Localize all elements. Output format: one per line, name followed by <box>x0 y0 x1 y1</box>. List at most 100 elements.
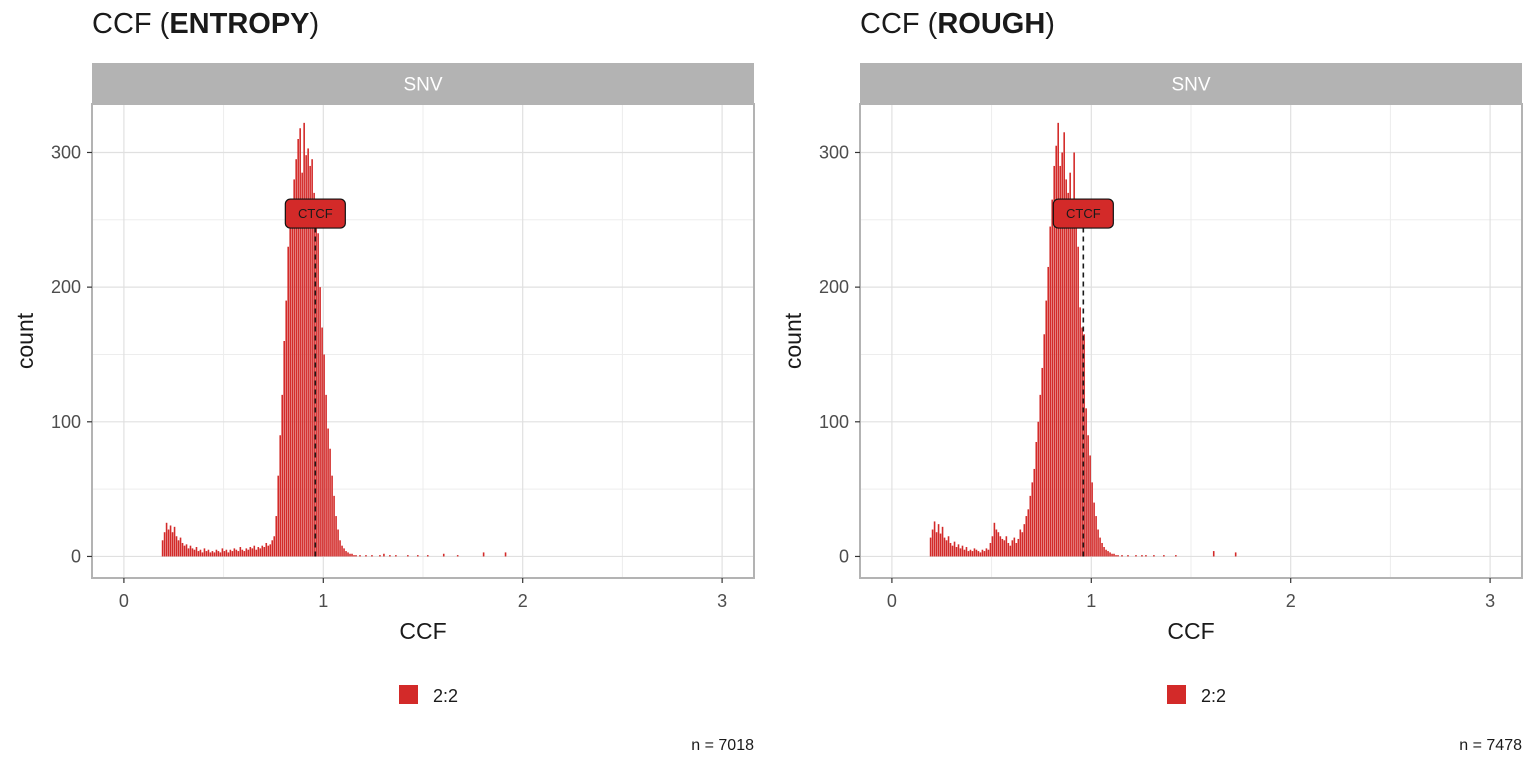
histogram-bar <box>277 475 280 557</box>
histogram-bar <box>1013 537 1016 557</box>
histogram-bar <box>259 548 262 557</box>
histogram-bar <box>327 428 329 557</box>
histogram-bar <box>504 552 507 557</box>
histogram-bar <box>359 555 361 557</box>
histogram-bar <box>971 551 974 557</box>
histogram-bar <box>1153 555 1155 557</box>
histogram-bar <box>1093 502 1095 557</box>
histogram-bar <box>287 246 289 557</box>
y-tick-label: 0 <box>839 546 849 566</box>
histogram-bar <box>321 327 323 557</box>
histogram-bar <box>221 548 224 557</box>
histogram-bar <box>261 545 264 557</box>
histogram-bar <box>203 548 206 557</box>
histogram-bar <box>299 128 301 557</box>
histogram-bar <box>975 549 978 557</box>
histogram-bar <box>1135 555 1137 557</box>
histogram-bar <box>233 548 236 557</box>
histogram-bar <box>1101 542 1103 557</box>
histogram-bar <box>237 551 240 557</box>
histogram-bar <box>241 549 244 557</box>
histogram-bar <box>195 547 198 557</box>
title-prefix: CCF ( <box>92 8 170 40</box>
histogram-bar <box>317 233 319 557</box>
histogram-bar <box>247 549 250 557</box>
histogram-bar <box>291 206 293 557</box>
x-tick-label: 3 <box>1485 591 1495 611</box>
histogram-bar <box>389 555 391 557</box>
histogram-bar <box>1105 549 1107 557</box>
histogram-bar <box>951 545 954 557</box>
annotation-label-box <box>284 198 346 229</box>
histogram-bar <box>1071 206 1073 557</box>
histogram-bar <box>1001 538 1004 557</box>
histogram-bar <box>1234 552 1237 557</box>
histogram-bar <box>407 555 409 557</box>
histogram-bar <box>941 526 944 557</box>
histogram-bar <box>1081 327 1083 557</box>
histogram-bar <box>323 354 325 557</box>
histogram-bar <box>337 529 339 557</box>
histogram-bar <box>231 551 234 557</box>
facet-label: SNV <box>1171 75 1210 96</box>
histogram-bar <box>1007 542 1010 557</box>
histogram-bar <box>967 551 970 557</box>
x-tick-label: 2 <box>518 591 528 611</box>
histogram-bar <box>981 549 984 557</box>
x-tick-label: 1 <box>318 591 328 611</box>
histogram-bar <box>283 341 286 557</box>
histogram-bar <box>973 548 976 557</box>
histogram-bar <box>179 537 182 557</box>
histogram-bar <box>1011 540 1014 557</box>
histogram-bar <box>297 139 299 557</box>
histogram-bar <box>943 537 946 557</box>
histogram-bar <box>1091 482 1093 557</box>
histogram-bar <box>991 536 994 557</box>
y-axis-title: count <box>780 312 806 369</box>
annotation-label-box <box>1052 198 1114 229</box>
histogram-bar <box>961 545 964 557</box>
histogram-bar <box>177 540 180 557</box>
histogram-bar <box>945 540 948 557</box>
panel-border <box>859 103 1523 579</box>
legend-swatch <box>399 685 418 704</box>
histogram-bar <box>167 529 170 557</box>
histogram-bar <box>999 536 1002 557</box>
histogram-bar <box>1051 199 1054 557</box>
histogram-bar <box>355 555 357 557</box>
histogram-entropy: SNV CTCF 0 100 200 300 0 1 2 3 CCF count 2:2 n = 7018 <box>12 63 755 754</box>
histogram-bar <box>161 540 164 557</box>
annotation-label: CTCF <box>1066 206 1101 221</box>
histogram-bar <box>969 549 972 557</box>
y-axis-title: count <box>12 312 38 369</box>
histogram-bar <box>243 551 246 557</box>
legend-label: 2:2 <box>433 686 458 706</box>
histogram-bar <box>1115 555 1117 557</box>
histogram-bar <box>191 548 194 557</box>
histogram-bar <box>929 537 932 557</box>
x-tick-label: 0 <box>119 591 129 611</box>
panel-rough: CCF (ROUGH) SNV CTCF 0 100 200 300 0 1 2 3 CCF coun… <box>768 0 1536 768</box>
histogram-bar <box>207 549 210 557</box>
histogram-bar <box>1005 536 1008 557</box>
histogram-bar <box>1039 394 1042 557</box>
histogram-bar <box>1145 555 1147 557</box>
y-tick-label: 300 <box>51 142 81 162</box>
y-tick-label: 200 <box>819 277 849 297</box>
histogram-bar <box>351 553 353 557</box>
histogram-bar <box>1117 555 1119 557</box>
histogram-bar <box>263 547 266 557</box>
histogram-bar <box>185 544 188 557</box>
x-tick-label: 1 <box>1086 591 1096 611</box>
facet-strip <box>860 63 1522 104</box>
histogram-bar <box>1073 152 1075 557</box>
histogram-bar <box>1141 555 1143 557</box>
histogram-bar <box>1021 532 1024 557</box>
histogram-bar <box>1069 172 1071 557</box>
histogram-bar <box>225 549 228 557</box>
histogram-bar <box>977 551 980 557</box>
caption-count: n = 7478 <box>1459 737 1522 754</box>
annotation-label: CTCF <box>298 206 333 221</box>
histogram-bar <box>987 549 990 557</box>
histogram-bar <box>311 159 313 557</box>
